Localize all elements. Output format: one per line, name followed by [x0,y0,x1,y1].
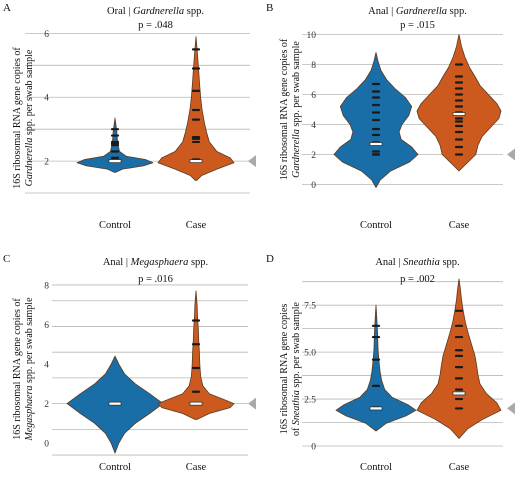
violin-control [335,304,417,432]
title-suffix: spp. [188,257,208,268]
y-axis-label: 16S ribosomal RNA gene copies ofGardnere… [12,47,35,189]
violin-case [416,278,502,439]
median-marker [189,159,203,163]
p-value: p = .048 [138,20,173,31]
y-tick-label: 2 [311,151,316,161]
panel-title: Oral | Gardnerella spp. [107,6,204,17]
y-tick-label: 2.5 [304,396,316,406]
y-label-rest: spp. per swab sample [24,297,35,386]
y-tick-label: 2 [44,158,49,168]
y-tick-label: 6 [44,321,49,331]
y-axis-label: 16S ribosomal RNA gene copies ofMegaspha… [12,297,35,442]
y-label-taxon: Gardnerella [291,129,302,178]
title-taxon: Megasphaera [130,257,189,268]
y-axis-label: 16S ribosomal RNA gene copies ofGardnere… [279,38,302,180]
title-taxon: Sneathia [403,257,440,268]
y-tick-label: 8 [44,281,49,291]
title-taxon: Gardnerella [133,6,184,17]
category-label: Case [449,462,470,473]
title-suffix: spp. [440,257,460,268]
y-axis-label-line2: Megasphaera spp. per swab sample [24,297,35,442]
p-value: p = .015 [400,20,435,31]
y-axis-label-line1: 16S ribosomal RNA gene copies [279,304,290,435]
y-tick-label: 4 [311,121,316,131]
panel-d: D Anal | Sneathia spp.p = .00202.55.07.51… [266,253,515,473]
panel-c: C Anal | Megasphaera spp. p = .016 0 2 4 6 8 16S… [3,253,256,473]
median-marker [452,391,466,396]
median-marker [189,401,203,406]
panel-letter: B [266,2,273,14]
y-tick-label: 4 [44,94,49,104]
y-label-prefix: of [291,425,302,436]
y-label-rest: spp. per swab sample [291,302,302,391]
title-suffix: spp. [184,6,204,17]
y-tick-label: 10 [307,31,317,41]
y-tick-label: 7.5 [304,302,316,312]
y-axis-label-line1: 16S ribosomal RNA gene copies of [279,38,290,180]
y-axis-label-line2: Gardnerella spp. per swab sample [291,41,302,178]
median-marker [369,142,383,146]
category-label: Control [360,462,392,473]
y-axis-label-line2: of Sneathia spp. per swab sample [291,302,302,436]
panel-a: A Oral | Gardnerella spp. p = .048 2 4 6 16S r… [3,2,256,231]
median-marker [108,401,122,406]
reference-marker [507,148,515,161]
median-marker [452,112,466,116]
y-label-taxon: Megasphaera [24,386,35,442]
y-axis-label-line1: 16S ribosomal RNA gene copies of [12,47,23,189]
y-tick-label: 8 [311,61,316,71]
title-prefix: Oral | [107,6,133,17]
panel-letter: D [266,253,274,265]
panel-b: B Anal | Gardnerella spp. p = .015 0 2 4 6 8 10 1… [266,2,515,231]
panel-letter: A [3,2,11,14]
y-label-rest: spp. per swab sample [291,41,302,130]
category-label: Case [449,220,470,231]
panel-title: Anal | Sneathia spp. [375,257,459,268]
y-tick-label: 0 [311,181,316,191]
y-axis-label-line1: 16S ribosomal RNA gene copies of [12,298,23,440]
panel-title: Anal | Megasphaera spp. [103,257,208,268]
y-tick-label: 5.0 [304,349,316,359]
violin-case [157,36,235,181]
y-axis-label: 16S ribosomal RNA gene copiesof Sneathia… [279,302,302,436]
y-tick-label: 0 [44,440,49,450]
title-prefix: Anal | [368,6,396,17]
y-label-taxon: Gardnerella [24,138,35,187]
y-label-rest: spp. per swab sample [24,49,35,138]
category-label: Case [186,462,207,473]
y-tick-label: 0 [311,442,316,452]
y-axis-label-line2: Gardnerella spp. per swab sample [24,49,35,186]
median-marker [108,159,122,163]
panel-letter: C [3,253,10,265]
y-label-taxon: Sneathia [291,390,302,425]
y-tick-label: 4 [44,361,49,371]
category-label: Control [360,220,392,231]
category-label: Case [186,220,207,231]
median-marker [369,406,383,411]
reference-marker [248,397,256,410]
title-suffix: spp. [447,6,467,17]
category-label: Control [99,462,131,473]
y-tick-label: 2 [44,400,49,410]
violin-case [416,34,502,172]
p-value: p = .002 [400,274,435,285]
panel-title: Anal | Gardnerella spp. [368,6,467,17]
category-label: Control [99,220,131,231]
violin-case [157,290,235,420]
p-value: p = .016 [138,274,173,285]
title-prefix: Anal | [103,257,131,268]
title-prefix: Anal | [375,257,403,268]
reference-marker [507,402,515,415]
y-tick-label: 6 [44,30,49,40]
title-taxon: Gardnerella [396,6,447,17]
reference-marker [248,155,256,168]
y-tick-label: 6 [311,91,316,101]
